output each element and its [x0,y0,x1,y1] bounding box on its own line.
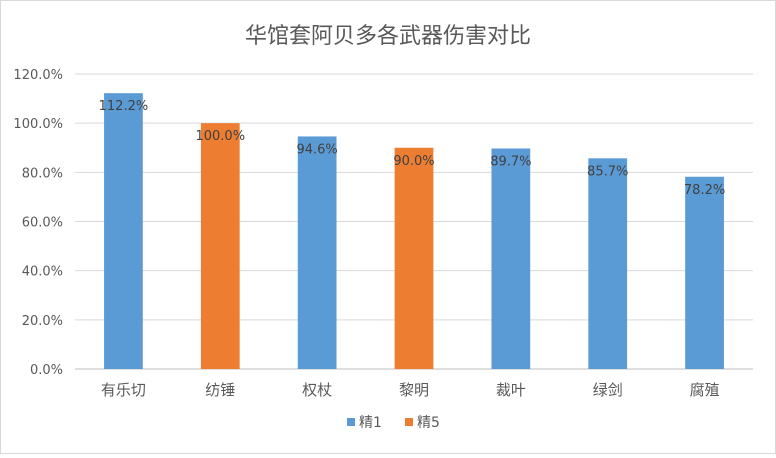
bar [685,176,724,369]
legend-label: 精1 [359,415,382,431]
data-label: 85.7% [587,164,628,179]
category-label: 腐殖 [690,381,720,399]
y-tick-label: 80.0% [22,166,63,181]
data-label: 78.2% [684,183,725,198]
y-tick-label: 100.0% [13,117,63,132]
data-label: 89.7% [490,154,531,169]
bar [394,147,434,369]
chart-title: 华馆套阿贝多各武器伤害对比 [245,24,531,49]
bar [200,123,240,370]
legend-swatch [405,418,413,426]
category-label: 纺锤 [205,381,235,399]
data-label: 100.0% [195,129,245,144]
data-label: 94.6% [296,142,337,157]
y-tick-label: 20.0% [22,314,63,329]
y-axis-tick-labels: 0.0% 20.0% 40.0% 60.0% 80.0% 100.0% 120.0% [13,68,63,378]
legend-swatch [347,418,355,426]
bar [104,93,143,370]
y-tick-label: 120.0% [13,68,63,83]
data-label: 112.2% [99,99,149,114]
bar [491,148,531,369]
category-label: 黎明 [399,381,429,399]
bars [104,93,724,370]
data-labels: 112.2% 100.0% 94.6% 90.0% 89.7% 85.7% 78.2% [99,99,726,198]
data-label: 90.0% [393,154,434,169]
legend: 精1 精5 [347,415,440,431]
category-label: 有乐切 [101,381,146,399]
category-label: 裁叶 [496,381,526,399]
y-tick-label: 40.0% [22,265,63,280]
y-tick-label: 0.0% [30,363,63,378]
bar [588,158,628,369]
bar [297,136,337,369]
category-label: 权杖 [302,381,332,399]
x-axis-category-labels: 有乐切 纺锤 权杖 黎明 裁叶 绿剑 腐殖 [101,381,720,399]
legend-label: 精5 [417,415,440,431]
y-tick-label: 60.0% [22,216,63,231]
category-label: 绿剑 [593,381,623,399]
